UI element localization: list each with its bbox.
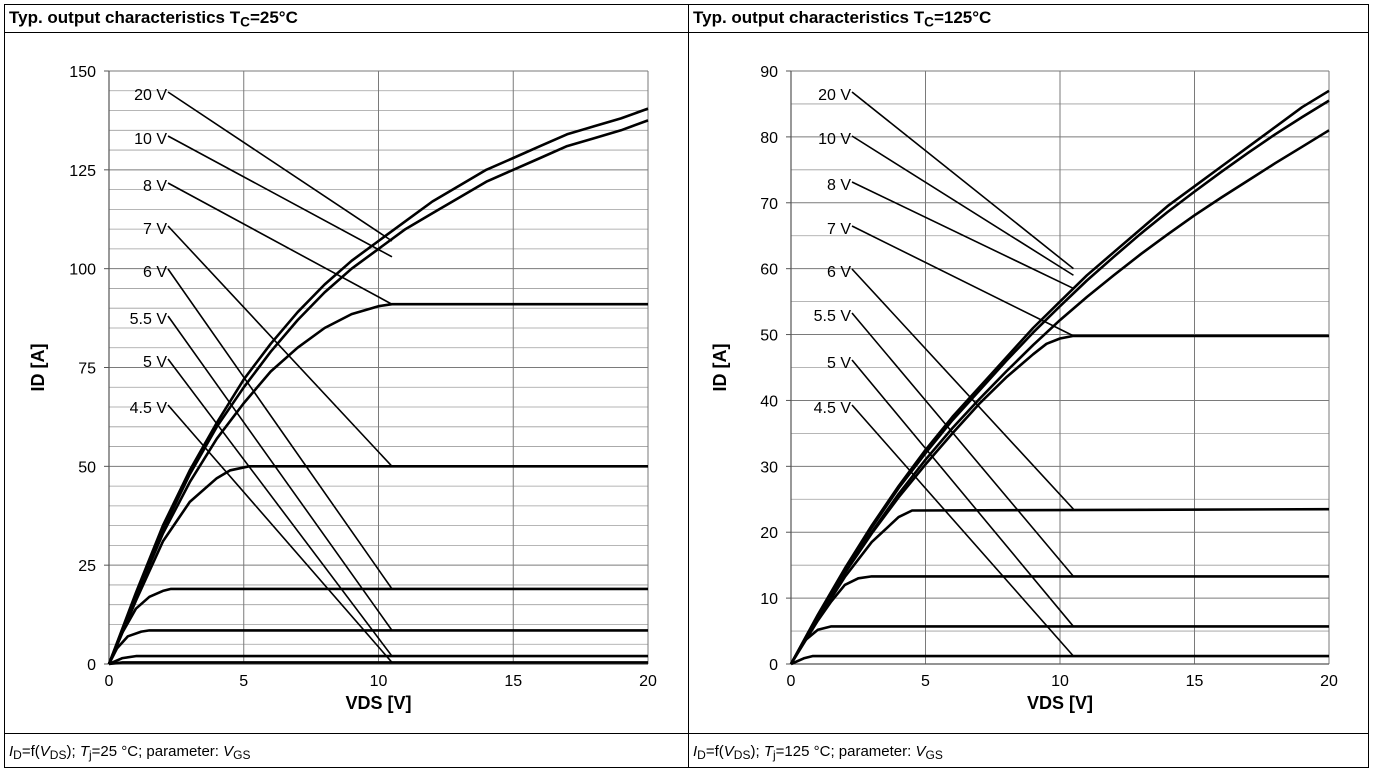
leader-line [167,91,393,242]
leader-line [167,358,393,657]
chart-right: 0 10 20 30 40 50 60 70 80 90 0 5 10 15 20 VDS [V] ID [A]… [710,64,1338,713]
x-tick-label: 10 [1051,673,1069,690]
y-tick-label: 100 [69,262,96,279]
y-tick-label: 80 [760,130,778,147]
x-axis-label: VDS [V] [1027,693,1093,713]
y-tick-label: 70 [760,196,778,213]
footer-right: ID=f(VDS); Tj=125 °C; parameter: VGS [693,743,943,762]
y-tick-label: 25 [78,558,96,575]
series-label: 5 V [827,355,851,372]
series-label: 7 V [827,221,851,238]
leader-line [851,268,1075,510]
series-line [789,99,1330,665]
series-line [107,587,648,665]
leader-line [167,404,393,663]
x-tick-label: 20 [1320,673,1338,690]
series-label: 6 V [827,264,851,281]
y-tick-label: 20 [760,525,778,542]
title-divider [5,32,1368,33]
x-tick-label: 0 [787,673,796,690]
series-label: 4.5 V [814,400,852,417]
series-label: 5 V [143,354,167,371]
panel-title-left: Typ. output characteristics TC=25°C [9,8,298,30]
y-tick-label: 125 [69,163,96,180]
leader-line [851,135,1074,276]
panel-title-right: Typ. output characteristics TC=125°C [693,8,992,30]
series-label: 20 V [818,87,851,104]
series-label: 5.5 V [130,311,168,328]
series-line [107,302,648,665]
y-axis-label: ID [A] [28,344,48,392]
footer-left: ID=f(VDS); Tj=25 °C; parameter: VGS [9,743,251,762]
x-tick-label: 5 [921,673,930,690]
leader-line [851,91,1074,270]
y-tick-label: 50 [760,328,778,345]
series-label: 20 V [134,87,167,104]
series-label: 8 V [143,178,167,195]
series-line [789,575,1329,665]
x-tick-label: 20 [639,673,657,690]
leader-line [851,225,1074,337]
y-tick-label: 0 [769,657,778,674]
series-line [789,334,1329,665]
leader-line [851,312,1075,577]
series-line [107,629,648,665]
grid [790,70,1330,665]
leader-line [851,359,1075,627]
grid [108,70,649,665]
x-tick-label: 10 [370,673,388,690]
figure-frame: Typ. output characteristics TC=25°C Typ.… [4,4,1369,768]
y-tick-label: 90 [760,64,778,81]
y-axis-label: ID [A] [710,344,730,392]
series-label: 5.5 V [814,308,852,325]
leader-line [167,315,393,631]
y-tick-label: 60 [760,262,778,279]
y-tick-label: 0 [87,657,96,674]
series-line [107,464,648,665]
y-tick-label: 30 [760,459,778,476]
leader-line [167,135,393,258]
series-label: 8 V [827,177,851,194]
leader-line [167,182,393,305]
x-tick-label: 5 [239,673,248,690]
panel-divider [688,5,689,767]
y-tick-label: 40 [760,393,778,410]
x-tick-label: 15 [1186,673,1204,690]
series-label: 10 V [818,131,851,148]
series-line [107,107,649,665]
leader-line [851,181,1074,290]
series-label: 10 V [134,131,167,148]
x-tick-label: 15 [504,673,522,690]
series-label: 6 V [143,264,167,281]
series-line [789,625,1329,665]
leader-line [167,268,393,590]
chart-left: 0 25 50 75 100 125 150 0 5 10 15 20 VDS [V] ID [A] 20 … [28,64,657,713]
series-line [790,654,1329,666]
leader-line [851,404,1075,657]
leader-line [167,225,393,467]
x-tick-label: 0 [105,673,114,690]
x-axis-label: VDS [V] [345,693,411,713]
y-tick-label: 10 [760,591,778,608]
footer-divider [5,733,1368,734]
y-tick-label: 150 [69,64,96,81]
series-line [108,661,648,666]
series-label: 4.5 V [130,400,168,417]
series-label: 7 V [143,221,167,238]
y-tick-label: 75 [78,361,96,378]
y-tick-label: 50 [78,459,96,476]
